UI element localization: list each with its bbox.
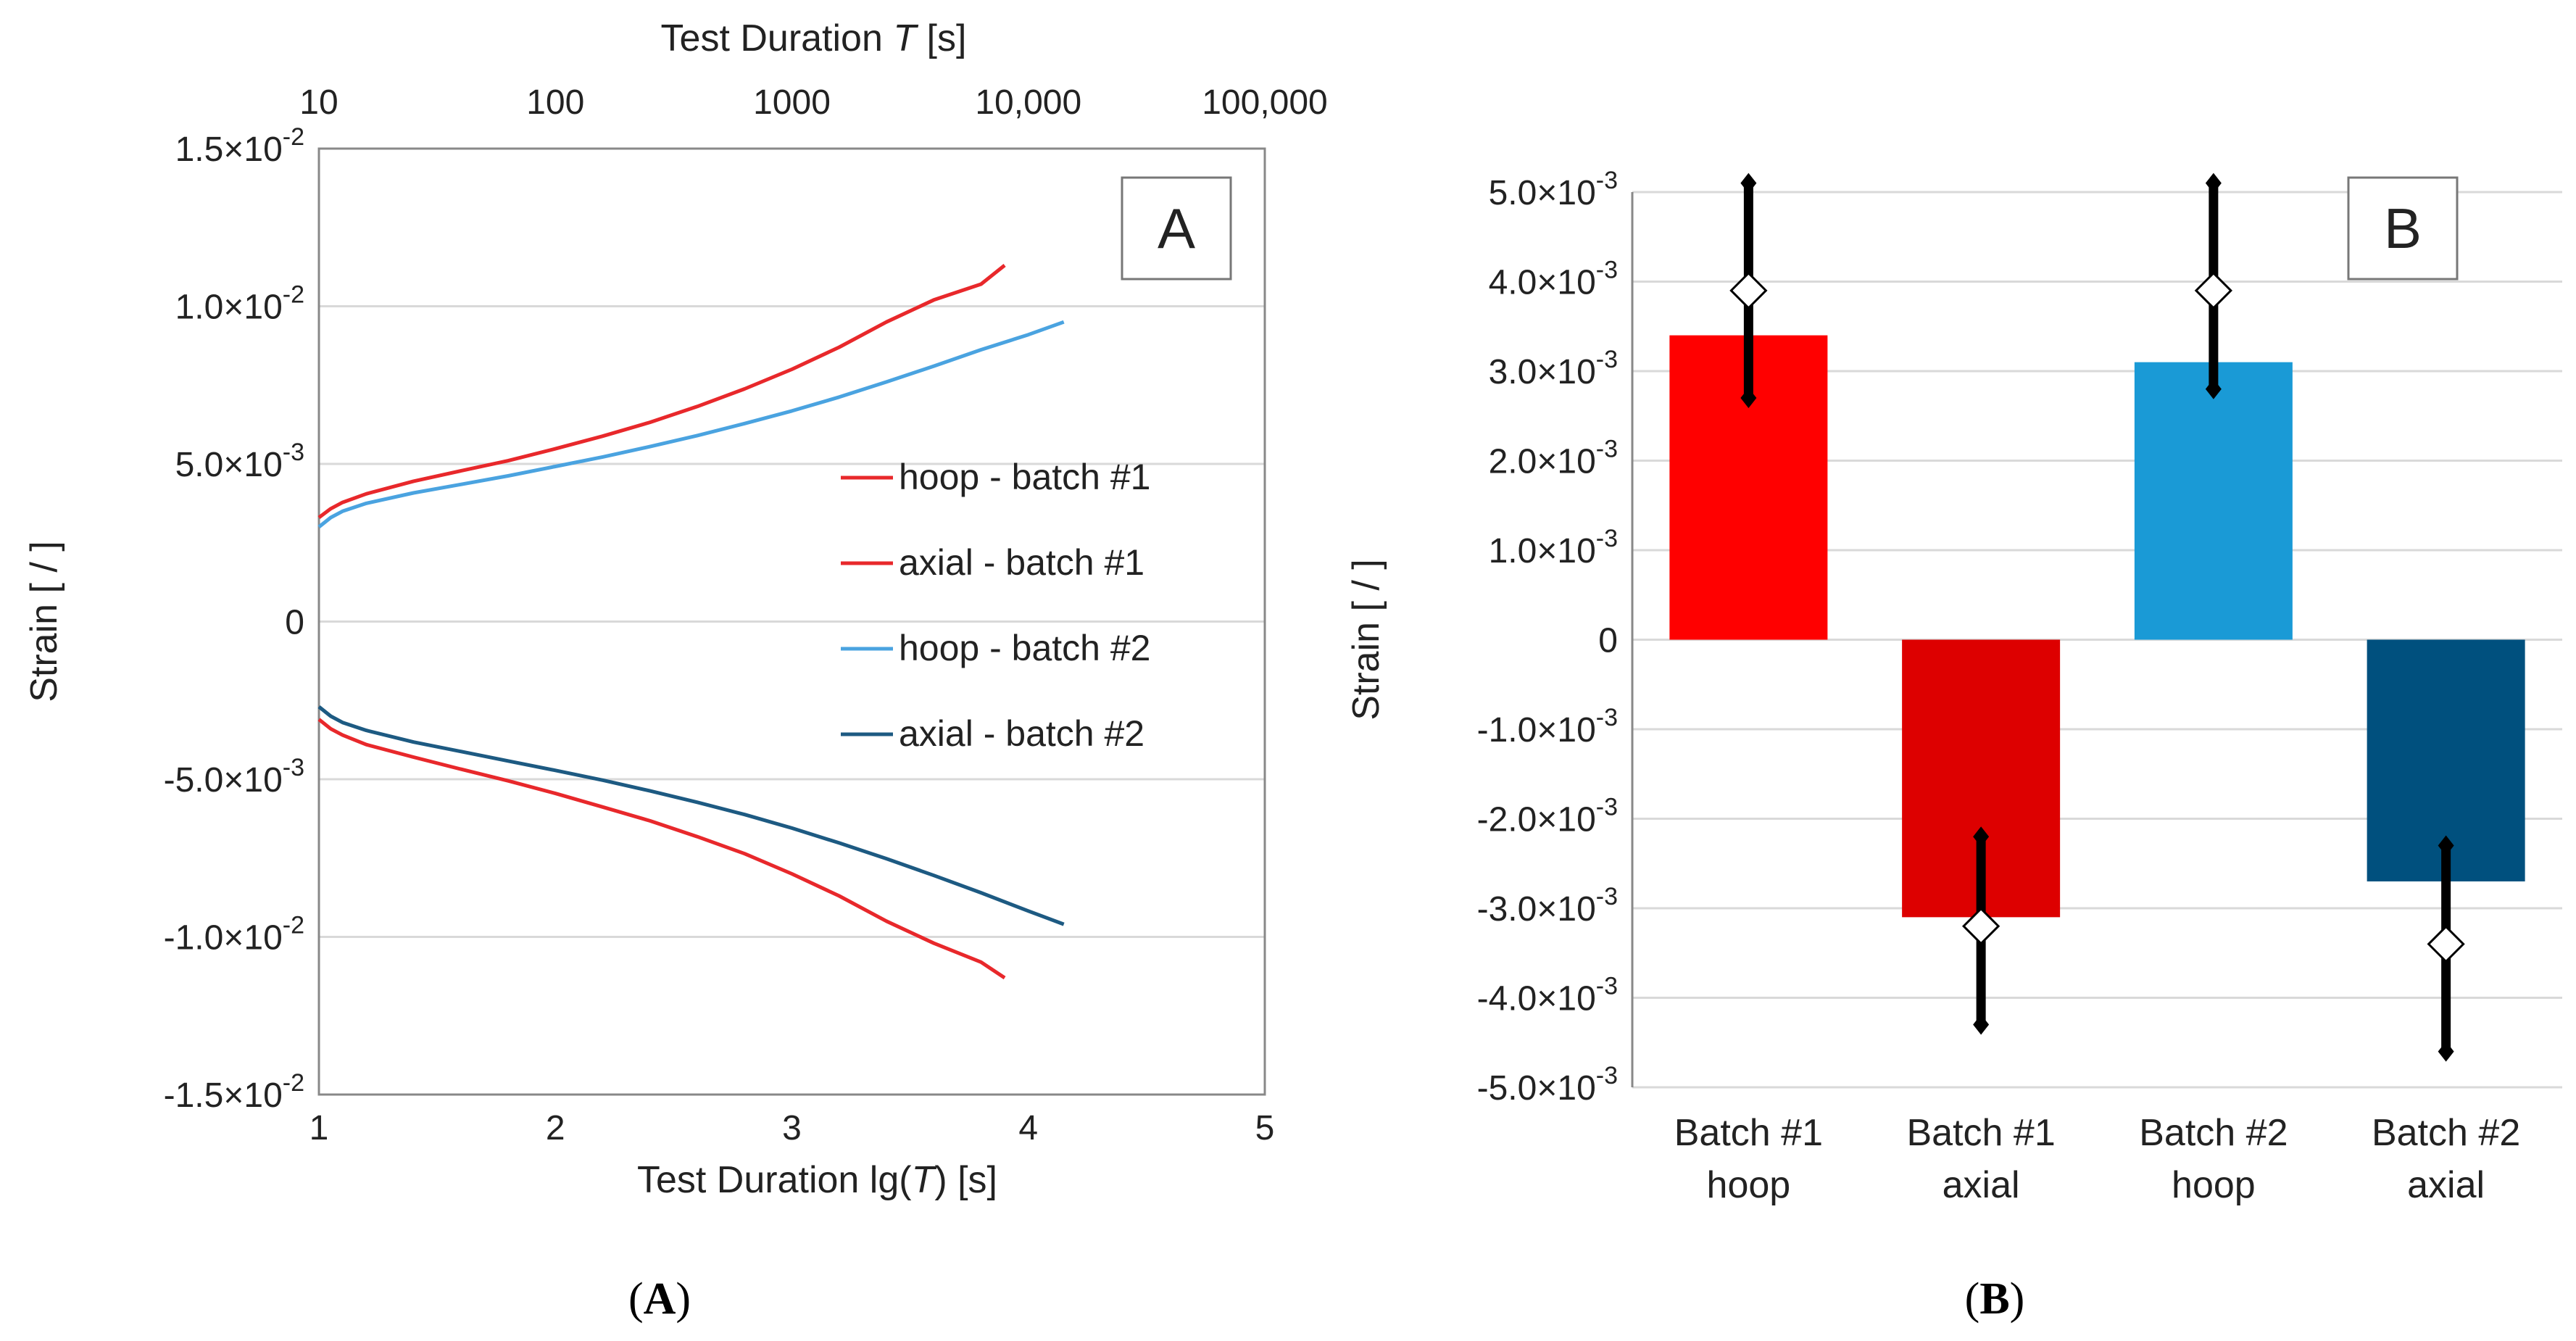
panel-a-series-line-3 — [317, 320, 1065, 528]
panel-b-y-tick-label: -1.0×10-3 — [1477, 704, 1618, 750]
panel-a-x-tick-label: 4 — [1018, 1109, 1038, 1147]
panel-a-letter: A — [1158, 196, 1195, 260]
panel-a-top-x-tick-label: 10,000 — [975, 83, 1081, 122]
panel-b-error-cap — [2205, 173, 2222, 194]
panel-b-category-label: Batch #1 hoop — [1674, 1112, 1823, 1206]
panel-a-legend-label: axial - batch #2 — [899, 713, 1144, 754]
panel-a-series-line-4 — [317, 705, 1065, 926]
panel-a-y-tick-label: -5.0×10-3 — [164, 754, 304, 800]
panel-a-y-tick-labels: -1.5×10-2 -1.0×10-2 -5.0×10-3 0 5.0×10-3 1.0×… — [164, 123, 304, 1115]
panel-a-x-tick-labels: 1 2 3 4 5 — [309, 1109, 1275, 1147]
panel-a-x-tick-label: 1 — [309, 1109, 329, 1147]
panel-a-y-tick-label: 5.0×10-3 — [175, 439, 304, 484]
panel-b-y-tick-label: -3.0×10-3 — [1477, 883, 1618, 929]
panel-a-top-x-tick-label: 100,000 — [1202, 83, 1328, 122]
panel-b-error-cap — [1973, 826, 1990, 847]
panel-b-error-cap — [1740, 173, 1757, 194]
panel-a-legend-label: hoop - batch #1 — [899, 457, 1151, 497]
panel-b-mean-marker — [2427, 925, 2465, 963]
panel-a-series-line-1 — [317, 264, 1006, 520]
panel-a-top-x-tick-label: 10 — [299, 83, 338, 122]
panel-a-y-tick-label: -1.5×10-2 — [164, 1069, 304, 1115]
panel-a-gridlines — [319, 147, 1265, 1096]
panel-b-y-tick-label: 2.0×10-3 — [1489, 436, 1618, 481]
panel-b-mean-marker — [1729, 271, 1768, 310]
panel-a-series-lines — [317, 264, 1065, 980]
panel-b-bar-chart: -5.0×10-3 -4.0×10-3 -3.0×10-3 -2.0×10-3 -1.0… — [1345, 167, 2562, 1206]
panel-b-category-label: Batch #2 hoop — [2139, 1112, 2288, 1206]
panel-a-legend-label: axial - batch #1 — [899, 542, 1144, 583]
panel-b-letter: B — [2384, 196, 2422, 260]
panel-a-legend-label: hoop - batch #2 — [899, 628, 1151, 668]
panel-b-y-tick-label: -5.0×10-3 — [1477, 1062, 1618, 1108]
panel-a-y-tick-label: -1.0×10-2 — [164, 912, 304, 958]
panel-a-x-tick-label: 3 — [782, 1109, 802, 1147]
panel-a-y-axis-label: Strain [ / ] — [23, 541, 65, 702]
panel-b-error-cap — [1740, 388, 1757, 409]
panel-b-error-cap — [2438, 1041, 2454, 1062]
panel-b-y-tick-label: 0 — [1598, 622, 1618, 660]
panel-b-error-cap — [2438, 835, 2454, 856]
panel-a-y-tick-label: 0 — [285, 604, 304, 642]
panel-a-x-tick-label: 5 — [1255, 1109, 1275, 1147]
panel-a-plot-frame — [317, 147, 1266, 1096]
panel-b-y-tick-labels: -5.0×10-3 -4.0×10-3 -3.0×10-3 -2.0×10-3 -1.0… — [1477, 167, 1618, 1108]
panel-b-y-tick-label: 1.0×10-3 — [1489, 525, 1618, 570]
panel-a-line-chart: -1.5×10-2 -1.0×10-2 -5.0×10-3 0 5.0×10-3 1.0×… — [23, 17, 1328, 1201]
caption-a: (A) — [628, 1274, 691, 1324]
panel-b-category-labels: Batch #1 hoop Batch #1 axial Batch #2 hoop Bat… — [1674, 1112, 2521, 1206]
panel-a-top-x-tick-label: 1000 — [753, 83, 831, 122]
panel-a-legend: hoop - batch #1 axial - batch #1 hoop - ba… — [841, 457, 1151, 754]
panel-b-y-axis-label: Strain [ / ] — [1345, 559, 1387, 721]
panel-b-category-label: Batch #2 axial — [2372, 1112, 2520, 1206]
panel-a-letter-box: A — [1121, 176, 1232, 281]
panel-b-mean-marker — [1962, 907, 2000, 945]
panel-b-y-tick-label: 3.0×10-3 — [1489, 346, 1618, 391]
panel-a-y-tick-label: 1.5×10-2 — [175, 123, 304, 169]
panel-b-letter-box-frame — [2347, 176, 2459, 281]
panel-a-top-x-axis-label: Test Duration T [s] — [661, 17, 967, 59]
panel-b-bars — [1669, 335, 2525, 918]
panel-b-error-bars — [1729, 173, 2465, 1062]
panel-b-y-tick-label: 4.0×10-3 — [1489, 257, 1618, 302]
panel-a-series-line-2 — [317, 718, 1006, 980]
panel-b-error-cap — [1973, 1014, 1990, 1035]
panel-b-mean-marker — [2194, 271, 2233, 310]
panel-a-top-x-tick-label: 100 — [526, 83, 584, 122]
panel-a-x-tick-label: 2 — [546, 1109, 565, 1147]
caption-b: (B) — [1965, 1274, 2025, 1324]
panel-b-category-label: Batch #1 axial — [1906, 1112, 2055, 1206]
panel-b-y-tick-label: -4.0×10-3 — [1477, 973, 1618, 1018]
panel-a-top-x-tick-labels: 10 100 1000 10,000 100,000 — [299, 83, 1327, 122]
panel-b-y-tick-label: -2.0×10-3 — [1477, 794, 1618, 839]
panel-a-x-axis-label: Test Duration lg(T) [s] — [637, 1159, 997, 1201]
panel-b-error-cap — [2205, 378, 2222, 399]
panel-b-letter-box: B — [2347, 176, 2459, 281]
panel-a-letter-box-frame — [1121, 176, 1232, 281]
panel-a-y-tick-label: 1.0×10-2 — [175, 281, 304, 327]
panel-b-y-tick-label: 5.0×10-3 — [1489, 167, 1618, 212]
panel-b-bar — [2134, 362, 2293, 640]
